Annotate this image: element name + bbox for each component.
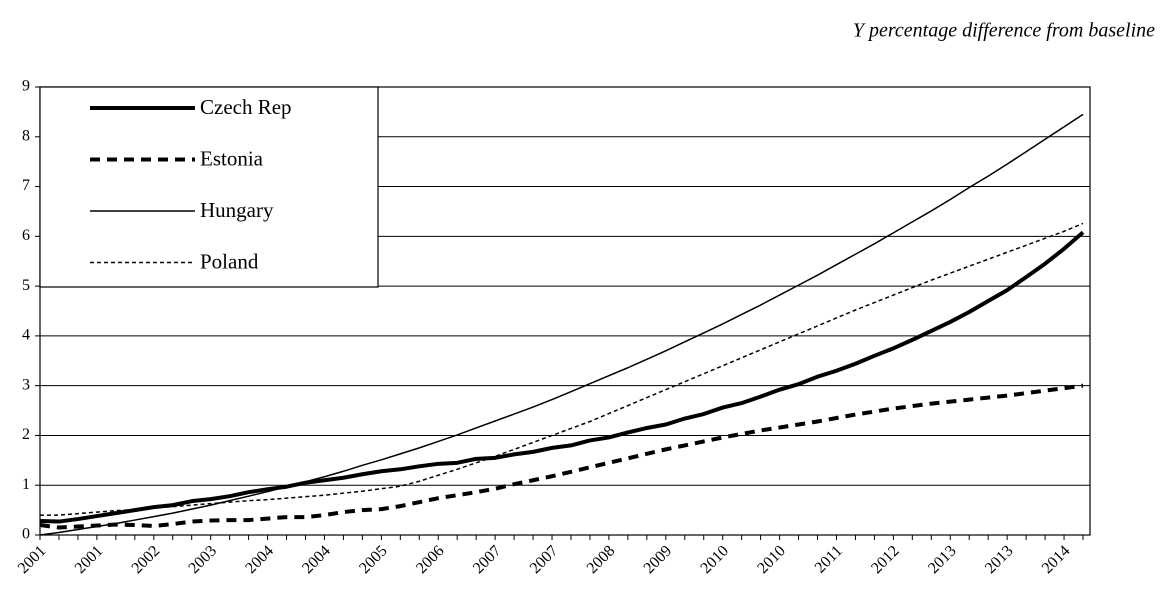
x-tick-label: 2008 [584, 542, 619, 577]
x-tick-label: 2004 [242, 542, 277, 577]
y-tick-label: 0 [22, 526, 30, 543]
legend-box [39, 86, 379, 288]
series-line [39, 230, 1085, 524]
series-line [39, 113, 1084, 536]
x-tick-label: 2012 [868, 542, 903, 577]
y-tick-label: 5 [22, 277, 30, 294]
legend-label: Poland [200, 249, 259, 273]
chart-title: Y percentage difference from baseline [853, 20, 1155, 42]
x-tick-label: 2006 [413, 542, 448, 577]
x-tick-label: 2002 [129, 542, 164, 577]
x-tick-label: 2005 [356, 542, 391, 577]
x-tick-label: 2014 [1039, 542, 1074, 577]
x-tick-label: 2009 [641, 542, 676, 577]
y-tick-label: 9 [22, 78, 30, 95]
legend-label: Estonia [200, 146, 264, 170]
y-tick-label: 4 [22, 327, 30, 344]
series-line [39, 383, 1084, 530]
plot-frame [39, 86, 1091, 536]
y-tick-label: 2 [22, 426, 30, 443]
x-tick-label: 2001 [72, 542, 107, 577]
x-tick-label: 2013 [925, 542, 960, 577]
x-tick-label: 2003 [185, 542, 220, 577]
x-tick-label: 2010 [754, 542, 789, 577]
legend-label: Czech Rep [200, 95, 292, 119]
x-tick-label: 2011 [812, 542, 846, 576]
x-tick-label: 2013 [982, 542, 1017, 577]
y-tick-label: 3 [22, 376, 30, 393]
legend-label: Hungary [200, 198, 274, 222]
x-tick-label: 2001 [15, 542, 50, 577]
y-tick-label: 8 [22, 127, 30, 144]
x-tick-label: 2007 [470, 542, 505, 577]
y-tick-label: 7 [22, 177, 30, 194]
x-tick-label: 2007 [527, 542, 562, 577]
x-tick-label: 2010 [697, 542, 732, 577]
y-tick-label: 1 [22, 476, 30, 493]
x-tick-label: 2004 [299, 542, 334, 577]
y-tick-label: 6 [22, 227, 30, 244]
